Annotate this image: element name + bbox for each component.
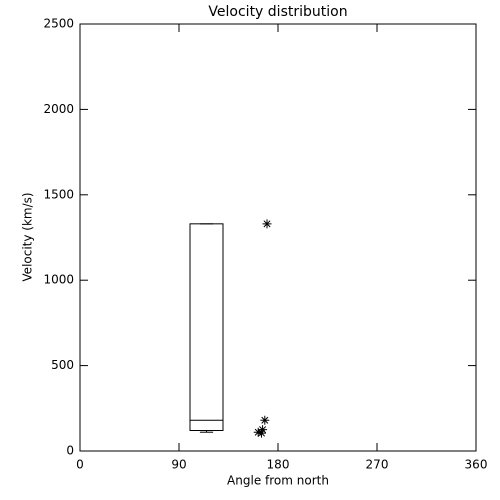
x-tick-label: 270	[366, 458, 389, 472]
y-axis-label: Velocity (km/s)	[21, 192, 35, 281]
box	[189, 223, 224, 432]
y-tick-label: 1500	[43, 187, 74, 201]
point	[260, 415, 270, 425]
x-axis-label: Angle from north	[227, 474, 329, 488]
chart-title: Velocity distribution	[208, 4, 347, 20]
x-tick-label: 90	[171, 458, 186, 472]
point	[258, 425, 268, 435]
x-tick-label: 360	[465, 458, 488, 472]
y-tick-label: 1000	[43, 273, 74, 287]
point	[262, 219, 272, 229]
point	[253, 427, 263, 437]
x-tick-label: 0	[76, 458, 84, 472]
y-tick-label: 2500	[43, 17, 74, 31]
y-tick-label: 2000	[43, 102, 74, 116]
plot-frame	[79, 23, 477, 452]
x-tick-label: 180	[267, 458, 290, 472]
y-tick-label: 0	[66, 444, 74, 458]
point	[257, 428, 266, 438]
y-tick-label: 500	[51, 358, 74, 372]
